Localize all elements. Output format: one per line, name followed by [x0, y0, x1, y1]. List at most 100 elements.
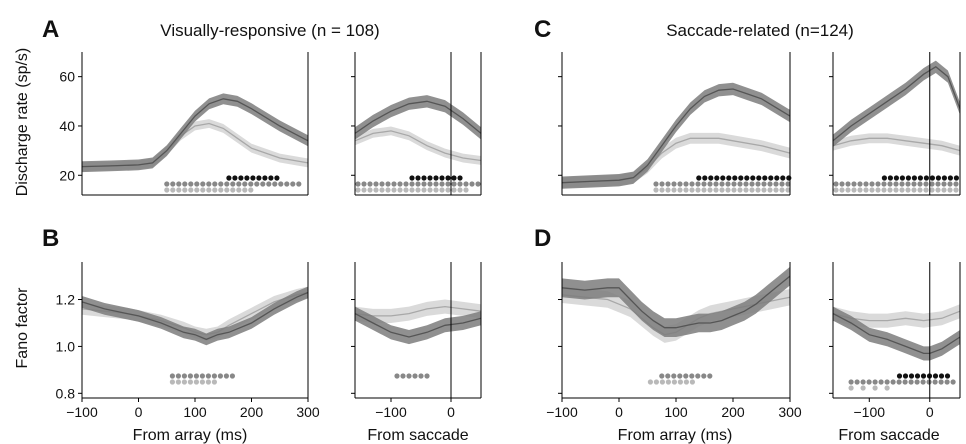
significance-dot: [884, 385, 890, 391]
significance-dot: [767, 187, 773, 193]
significance-dot: [262, 175, 268, 181]
panel-title-c: Saccade-related (n=124): [666, 21, 854, 40]
significance-dot: [755, 181, 761, 187]
significance-dot: [708, 175, 714, 181]
significance-dot: [224, 181, 230, 187]
significance-dot: [272, 181, 278, 187]
significance-dot: [920, 373, 927, 379]
x-tick-label: 100: [183, 404, 207, 420]
significance-dot: [938, 379, 944, 385]
band-light: [833, 133, 960, 156]
series-line-light: [832, 137, 961, 152]
significance-dot: [254, 181, 260, 187]
significance-dot: [917, 175, 924, 181]
significance-dot: [268, 175, 274, 181]
significance-dot: [719, 181, 725, 187]
significance-dot: [786, 175, 792, 181]
significance-dot: [749, 181, 755, 187]
significance-dot: [226, 175, 232, 181]
significance-dot: [379, 187, 385, 193]
significance-dot: [665, 187, 671, 193]
significance-dot: [200, 181, 206, 187]
significance-dot: [403, 187, 409, 193]
x-tick-label: 0: [447, 404, 455, 420]
significance-dot: [238, 175, 244, 181]
significance-dot: [875, 181, 881, 187]
significance-dot: [232, 175, 238, 181]
significance-dot: [773, 187, 779, 193]
significance-dot: [917, 187, 923, 193]
ylabel-rate: Discharge rate (sp/s): [14, 48, 31, 197]
band-dark: [355, 306, 481, 345]
significance-dot: [409, 187, 415, 193]
band-light: [355, 126, 481, 165]
band-dark: [833, 306, 960, 361]
significance-dot: [367, 187, 373, 193]
x-tick-label: 100: [664, 404, 688, 420]
significance-dot: [677, 181, 683, 187]
significance-dot: [412, 373, 418, 379]
significance-dot: [695, 181, 701, 187]
significance-dot: [421, 175, 427, 181]
significance-dot: [677, 187, 683, 193]
significance-dot: [863, 181, 869, 187]
significance-dot: [845, 187, 851, 193]
significance-dot: [169, 379, 175, 385]
significance-dot: [236, 187, 242, 193]
significance-dot: [833, 187, 839, 193]
significance-dot: [677, 379, 684, 385]
significance-dot: [683, 181, 689, 187]
significance-dot: [908, 373, 915, 379]
significance-dot: [875, 187, 881, 193]
x-tick-label: 0: [135, 404, 143, 420]
significance-dot: [242, 187, 248, 193]
x-tick-label: −100: [546, 404, 578, 420]
significance-dot: [917, 181, 923, 187]
significance-dot: [182, 187, 188, 193]
significance-dot: [433, 187, 439, 193]
significance-dot: [230, 187, 236, 193]
significance-dot: [397, 187, 403, 193]
significance-dot: [433, 181, 439, 187]
series-line-dark: [561, 88, 791, 184]
significance-dot: [881, 175, 888, 181]
y-tick-label: 0.8: [56, 385, 76, 401]
series-line-dark: [832, 313, 961, 355]
significance-dot: [941, 175, 948, 181]
subplot-d-array: −100 0 100 200 300: [546, 262, 802, 420]
subplot-a-array: 20 40 60: [59, 52, 309, 196]
significance-dot: [218, 187, 224, 193]
significance-dot: [848, 379, 854, 385]
band-dark: [355, 95, 481, 140]
significance-dot: [373, 187, 379, 193]
significance-dot: [400, 373, 406, 379]
panel-title-a: Visually-responsive (n = 108): [160, 21, 379, 40]
ylabel-fano: Fano factor: [14, 287, 31, 369]
significance-dot: [779, 181, 785, 187]
significance-dot: [206, 181, 212, 187]
significance-dot: [938, 373, 945, 379]
significance-dot: [767, 181, 773, 187]
y-tick-label: 1.2: [56, 292, 76, 308]
significance-dot: [421, 181, 427, 187]
significance-dot: [720, 175, 726, 181]
significance-dot: [187, 379, 193, 385]
significance-dot: [463, 187, 469, 193]
significance-dot: [896, 379, 902, 385]
panel-letter-a: A: [42, 16, 59, 43]
significance-dot: [869, 187, 875, 193]
significance-dot: [236, 181, 242, 187]
significance-dot: [689, 373, 695, 379]
significance-dot: [244, 175, 250, 181]
significance-dot: [248, 187, 254, 193]
significance-dot: [248, 181, 254, 187]
significance-dot: [774, 175, 780, 181]
significance-dot: [424, 373, 430, 379]
significance-dot: [780, 175, 786, 181]
significance-dot: [439, 181, 445, 187]
significance-dot: [881, 187, 887, 193]
xlabel-saccade-a: From saccade: [367, 427, 468, 444]
significance-dot: [908, 379, 914, 385]
significance-dot: [929, 175, 936, 181]
significance-dot: [839, 187, 845, 193]
